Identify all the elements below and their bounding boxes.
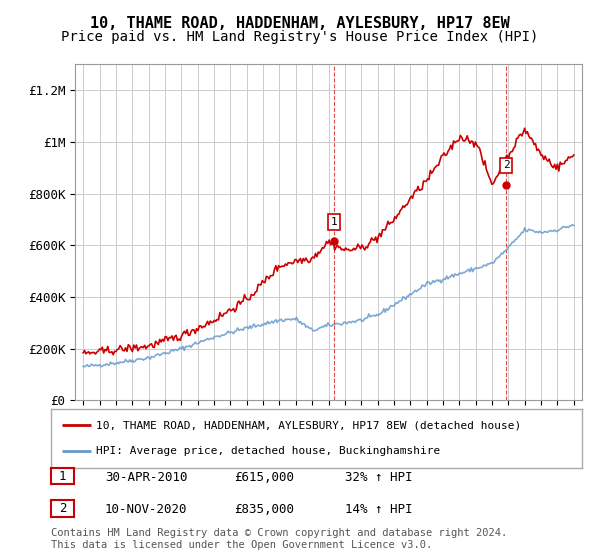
Text: 30-APR-2010: 30-APR-2010	[105, 470, 187, 484]
Text: 1: 1	[59, 469, 66, 483]
Text: 10, THAME ROAD, HADDENHAM, AYLESBURY, HP17 8EW (detached house): 10, THAME ROAD, HADDENHAM, AYLESBURY, HP…	[96, 420, 521, 430]
Text: 10, THAME ROAD, HADDENHAM, AYLESBURY, HP17 8EW: 10, THAME ROAD, HADDENHAM, AYLESBURY, HP…	[90, 16, 510, 31]
Text: Price paid vs. HM Land Registry's House Price Index (HPI): Price paid vs. HM Land Registry's House …	[61, 30, 539, 44]
Text: £615,000: £615,000	[234, 470, 294, 484]
Text: Contains HM Land Registry data © Crown copyright and database right 2024.
This d: Contains HM Land Registry data © Crown c…	[51, 528, 507, 550]
Text: 32% ↑ HPI: 32% ↑ HPI	[345, 470, 413, 484]
Text: 2: 2	[503, 160, 509, 170]
Text: 1: 1	[331, 217, 337, 227]
Text: £835,000: £835,000	[234, 503, 294, 516]
Text: 14% ↑ HPI: 14% ↑ HPI	[345, 503, 413, 516]
Text: HPI: Average price, detached house, Buckinghamshire: HPI: Average price, detached house, Buck…	[96, 446, 440, 456]
Text: 2: 2	[59, 502, 66, 515]
Text: 10-NOV-2020: 10-NOV-2020	[105, 503, 187, 516]
